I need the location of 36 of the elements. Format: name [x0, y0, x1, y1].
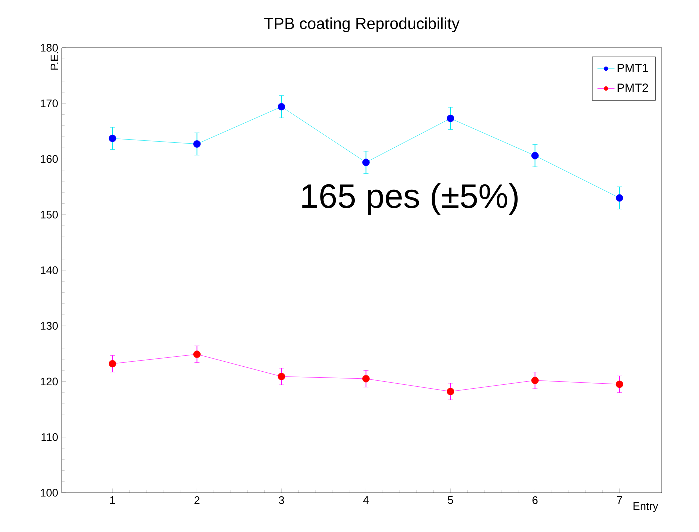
point: [447, 114, 454, 122]
point: [278, 103, 286, 111]
y-tick-label: 150: [41, 211, 58, 219]
y-tick-label: 160: [41, 155, 58, 164]
y-tick-label: 110: [42, 434, 58, 442]
chart-title: TPB coating Reproducibility: [264, 18, 460, 33]
point: [616, 380, 624, 388]
y-tick-label: 120: [41, 378, 58, 386]
point: [532, 152, 539, 160]
point: [194, 350, 201, 358]
point: [362, 158, 370, 166]
point: [278, 373, 286, 380]
y-tick-label: 100: [41, 489, 58, 497]
point: [362, 375, 370, 383]
y-tick-label: 170: [41, 100, 58, 108]
x-tick-label: 6: [532, 496, 538, 504]
y-tick-label: 130: [41, 322, 58, 330]
x-tick-label: 2: [194, 496, 200, 504]
legend-label: PMT1: [618, 64, 648, 72]
x-tick-label: 7: [617, 496, 622, 504]
point: [447, 388, 454, 396]
point: [532, 376, 539, 384]
y-axis-title: P.E.: [50, 52, 58, 70]
point: [109, 134, 116, 142]
x-axis-title: Entry: [634, 502, 658, 512]
point: [616, 194, 624, 202]
x-tick-label: 3: [279, 496, 284, 504]
y-tick-label: 180: [41, 44, 58, 52]
legend-label: PMT2: [618, 84, 648, 92]
point: [109, 360, 116, 368]
x-tick-label: 1: [110, 496, 116, 504]
y-tick-label: 140: [41, 266, 58, 274]
x-tick-label: 4: [363, 496, 369, 504]
point: [194, 140, 201, 148]
x-tick-label: 5: [448, 496, 454, 504]
annotation: 165 pes (±5%): [302, 184, 518, 216]
